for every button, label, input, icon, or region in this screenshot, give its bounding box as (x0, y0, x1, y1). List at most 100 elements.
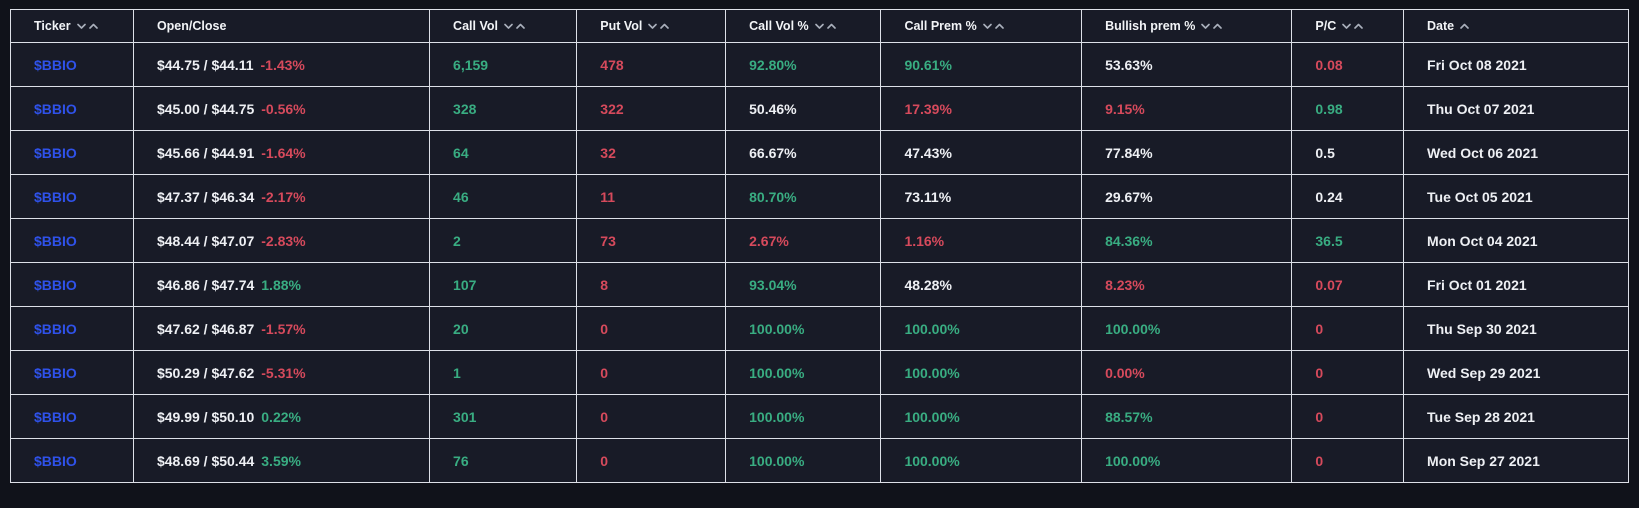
header-cell-call_vol[interactable]: Call Vol (429, 9, 578, 43)
cell-value: 0.07 (1315, 276, 1343, 293)
header-cell-call_vol_pct[interactable]: Call Vol % (725, 9, 882, 43)
chevron-down-icon (504, 23, 513, 30)
cell-ticker: $BBIO (10, 130, 134, 175)
cell-value: $50.29 / $47.62 (156, 364, 255, 381)
cell-value: Mon Oct 04 2021 (1427, 232, 1538, 249)
cell-call_prem_pct: 1.16% (880, 218, 1083, 263)
cell-value: $49.99 / $50.10 (156, 408, 255, 425)
cell-value: 8.23% (1105, 276, 1145, 293)
cell-value: 20 (453, 320, 469, 337)
cell-value: 100.00% (904, 320, 960, 337)
ticker-link[interactable]: $BBIO (34, 276, 77, 293)
cell-call_vol_pct: 100.00% (725, 438, 882, 483)
cell-value: 328 (453, 100, 477, 117)
cell-put_vol: 0 (576, 350, 727, 395)
chevron-up-icon (994, 23, 1004, 30)
cell-value: 17.39% (904, 100, 952, 117)
cell-value: Mon Sep 27 2021 (1427, 452, 1540, 469)
cell-call_vol_pct: 100.00% (725, 394, 882, 439)
ticker-link[interactable]: $BBIO (34, 56, 77, 73)
ticker-link[interactable]: $BBIO (34, 320, 77, 337)
cell-ticker: $BBIO (10, 350, 134, 395)
cell-put_vol: 0 (576, 438, 727, 483)
chevron-up-icon (1354, 23, 1364, 30)
cell-value: 64 (453, 144, 469, 161)
cell-call_vol: 301 (429, 394, 578, 439)
cell-ticker: $BBIO (10, 394, 134, 439)
header-label-call_prem_pct: Call Prem % (904, 19, 977, 33)
header-cell-put_vol[interactable]: Put Vol (576, 9, 727, 43)
chevron-down-icon (982, 23, 992, 30)
cell-value: 76 (453, 452, 469, 469)
header-cell-pc[interactable]: P/C (1291, 9, 1405, 43)
cell-value: Thu Sep 30 2021 (1427, 320, 1537, 337)
chevron-up-icon (826, 23, 836, 30)
header-label-date: Date (1427, 19, 1455, 33)
cell-value: 11 (600, 188, 616, 205)
ticker-link[interactable]: $BBIO (34, 188, 77, 205)
table-row: $BBIO $49.99 / $50.10 0.22% 301 0 100.00% 100.… (10, 394, 1629, 439)
cell-bullish_prem_pct: 84.36% (1081, 218, 1293, 263)
cell-pc: 0 (1291, 438, 1405, 483)
cell-value: 0.98 (1315, 100, 1343, 117)
ticker-link[interactable]: $BBIO (34, 144, 77, 161)
cell-call_vol_pct: 66.67% (725, 130, 882, 175)
cell-call_prem_pct: 90.61% (880, 42, 1083, 87)
cell-call_prem_pct: 47.43% (880, 130, 1083, 175)
header-cell-call_prem_pct[interactable]: Call Prem % (880, 9, 1083, 43)
cell-date: Tue Sep 28 2021 (1403, 394, 1629, 439)
header-label-call_vol: Call Vol (453, 19, 498, 33)
cell-value: Wed Oct 06 2021 (1427, 144, 1539, 161)
cell-call_prem_pct: 100.00% (880, 394, 1083, 439)
table-row: $BBIO $47.62 / $46.87 -1.57% 20 0 100.00% 100.… (10, 306, 1629, 351)
cell-open_close: $49.99 / $50.10 0.22% (132, 394, 431, 439)
header-cell-ticker[interactable]: Ticker (10, 9, 134, 43)
cell-value: 47.43% (904, 144, 952, 161)
header-label-put_vol: Put Vol (600, 19, 643, 33)
cell-call_vol_pct: 100.00% (725, 306, 882, 351)
table-row: $BBIO $45.00 / $44.75 -0.56% 328 322 50.46% 17… (10, 86, 1629, 131)
header-cell-bullish_prem_pct[interactable]: Bullish prem % (1081, 9, 1293, 43)
cell-value: 1.88% (261, 276, 301, 293)
cell-pc: 0.24 (1291, 174, 1405, 219)
cell-value: Tue Oct 05 2021 (1427, 188, 1533, 205)
cell-value: Fri Oct 01 2021 (1427, 276, 1527, 293)
cell-value: 100.00% (904, 364, 960, 381)
cell-value: -2.83% (261, 232, 306, 249)
ticker-link[interactable]: $BBIO (34, 408, 77, 425)
cell-pc: 0.08 (1291, 42, 1405, 87)
cell-call_vol_pct: 80.70% (725, 174, 882, 219)
cell-pc: 0 (1291, 394, 1405, 439)
ticker-link[interactable]: $BBIO (34, 232, 77, 249)
cell-value: 107 (453, 276, 477, 293)
chevron-up-icon (660, 23, 670, 30)
cell-date: Wed Oct 06 2021 (1403, 130, 1629, 175)
cell-value: 0 (600, 320, 609, 337)
cell-open_close: $47.37 / $46.34 -2.17% (132, 174, 431, 219)
cell-call_prem_pct: 48.28% (880, 262, 1083, 307)
cell-value: Wed Sep 29 2021 (1427, 364, 1541, 381)
cell-call_prem_pct: 73.11% (880, 174, 1083, 219)
cell-value: 100.00% (1105, 452, 1161, 469)
cell-value: 0 (600, 364, 609, 381)
cell-ticker: $BBIO (10, 218, 134, 263)
cell-value: 73 (600, 232, 616, 249)
cell-call_vol: 46 (429, 174, 578, 219)
cell-bullish_prem_pct: 53.63% (1081, 42, 1293, 87)
cell-call_prem_pct: 100.00% (880, 350, 1083, 395)
cell-date: Thu Sep 30 2021 (1403, 306, 1629, 351)
cell-value: 0 (1315, 408, 1324, 425)
chevron-up-icon (88, 23, 98, 30)
cell-pc: 0 (1291, 350, 1405, 395)
cell-value: 73.11% (904, 188, 952, 205)
ticker-link[interactable]: $BBIO (34, 452, 77, 469)
cell-value: 66.67% (749, 144, 797, 161)
ticker-link[interactable]: $BBIO (34, 364, 77, 381)
ticker-link[interactable]: $BBIO (34, 100, 77, 117)
chevron-up-icon (1460, 23, 1469, 30)
cell-value: 32 (600, 144, 616, 161)
header-cell-date[interactable]: Date (1403, 9, 1629, 43)
cell-date: Fri Oct 08 2021 (1403, 42, 1629, 87)
cell-value: Fri Oct 08 2021 (1427, 56, 1527, 73)
cell-value: $47.62 / $46.87 (156, 320, 255, 337)
